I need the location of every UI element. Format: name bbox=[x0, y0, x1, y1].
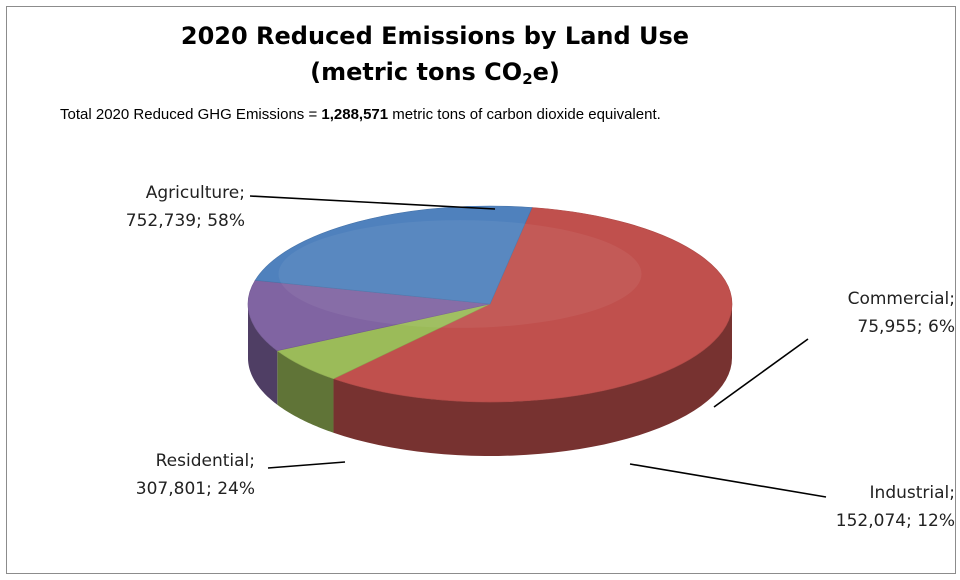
data-label-agriculture-value: 752,739; 58% bbox=[126, 211, 245, 231]
slice-agriculture bbox=[332, 207, 733, 403]
data-label-residential-value: 307,801; 24% bbox=[136, 479, 255, 499]
data-label-residential-name: Residential; bbox=[156, 451, 255, 471]
data-label-commercial-name: Commercial; bbox=[848, 289, 955, 309]
subtitle-total-value: 1,288,571 bbox=[321, 106, 389, 123]
top-highlight bbox=[278, 220, 642, 328]
data-label-industrial-value: 152,074; 12% bbox=[836, 511, 955, 531]
leader-line-agriculture bbox=[249, 195, 496, 210]
title-units-prefix: (metric tons CO bbox=[310, 58, 523, 86]
leader-line-commercial bbox=[713, 338, 809, 408]
chart-title: 2020 Reduced Emissions by Land Use bbox=[180, 22, 690, 50]
leader-line-residential bbox=[267, 461, 346, 469]
subtitle-suffix: metric tons of carbon dioxide equivalent… bbox=[388, 106, 661, 123]
title-units-suffix: e) bbox=[532, 58, 560, 86]
subtitle-prefix: Total 2020 Reduced GHG Emissions = bbox=[60, 106, 322, 123]
data-label-agriculture-name: Agriculture; bbox=[146, 183, 245, 203]
slice-residential bbox=[254, 205, 533, 305]
data-label-commercial-value: 75,955; 6% bbox=[857, 317, 955, 337]
slice-side-agriculture bbox=[333, 304, 732, 456]
data-label-industrial-name: Industrial; bbox=[870, 483, 955, 503]
slice-side-commercial bbox=[277, 350, 334, 433]
title-units-subscript: 2 bbox=[522, 70, 533, 88]
chart-subtitle: Total 2020 Reduced GHG Emissions = 1,288… bbox=[60, 106, 661, 123]
leader-line-industrial bbox=[629, 463, 827, 498]
slice-side-industrial bbox=[248, 304, 278, 405]
chart-title-units: (metric tons CO2e) bbox=[0, 58, 870, 88]
